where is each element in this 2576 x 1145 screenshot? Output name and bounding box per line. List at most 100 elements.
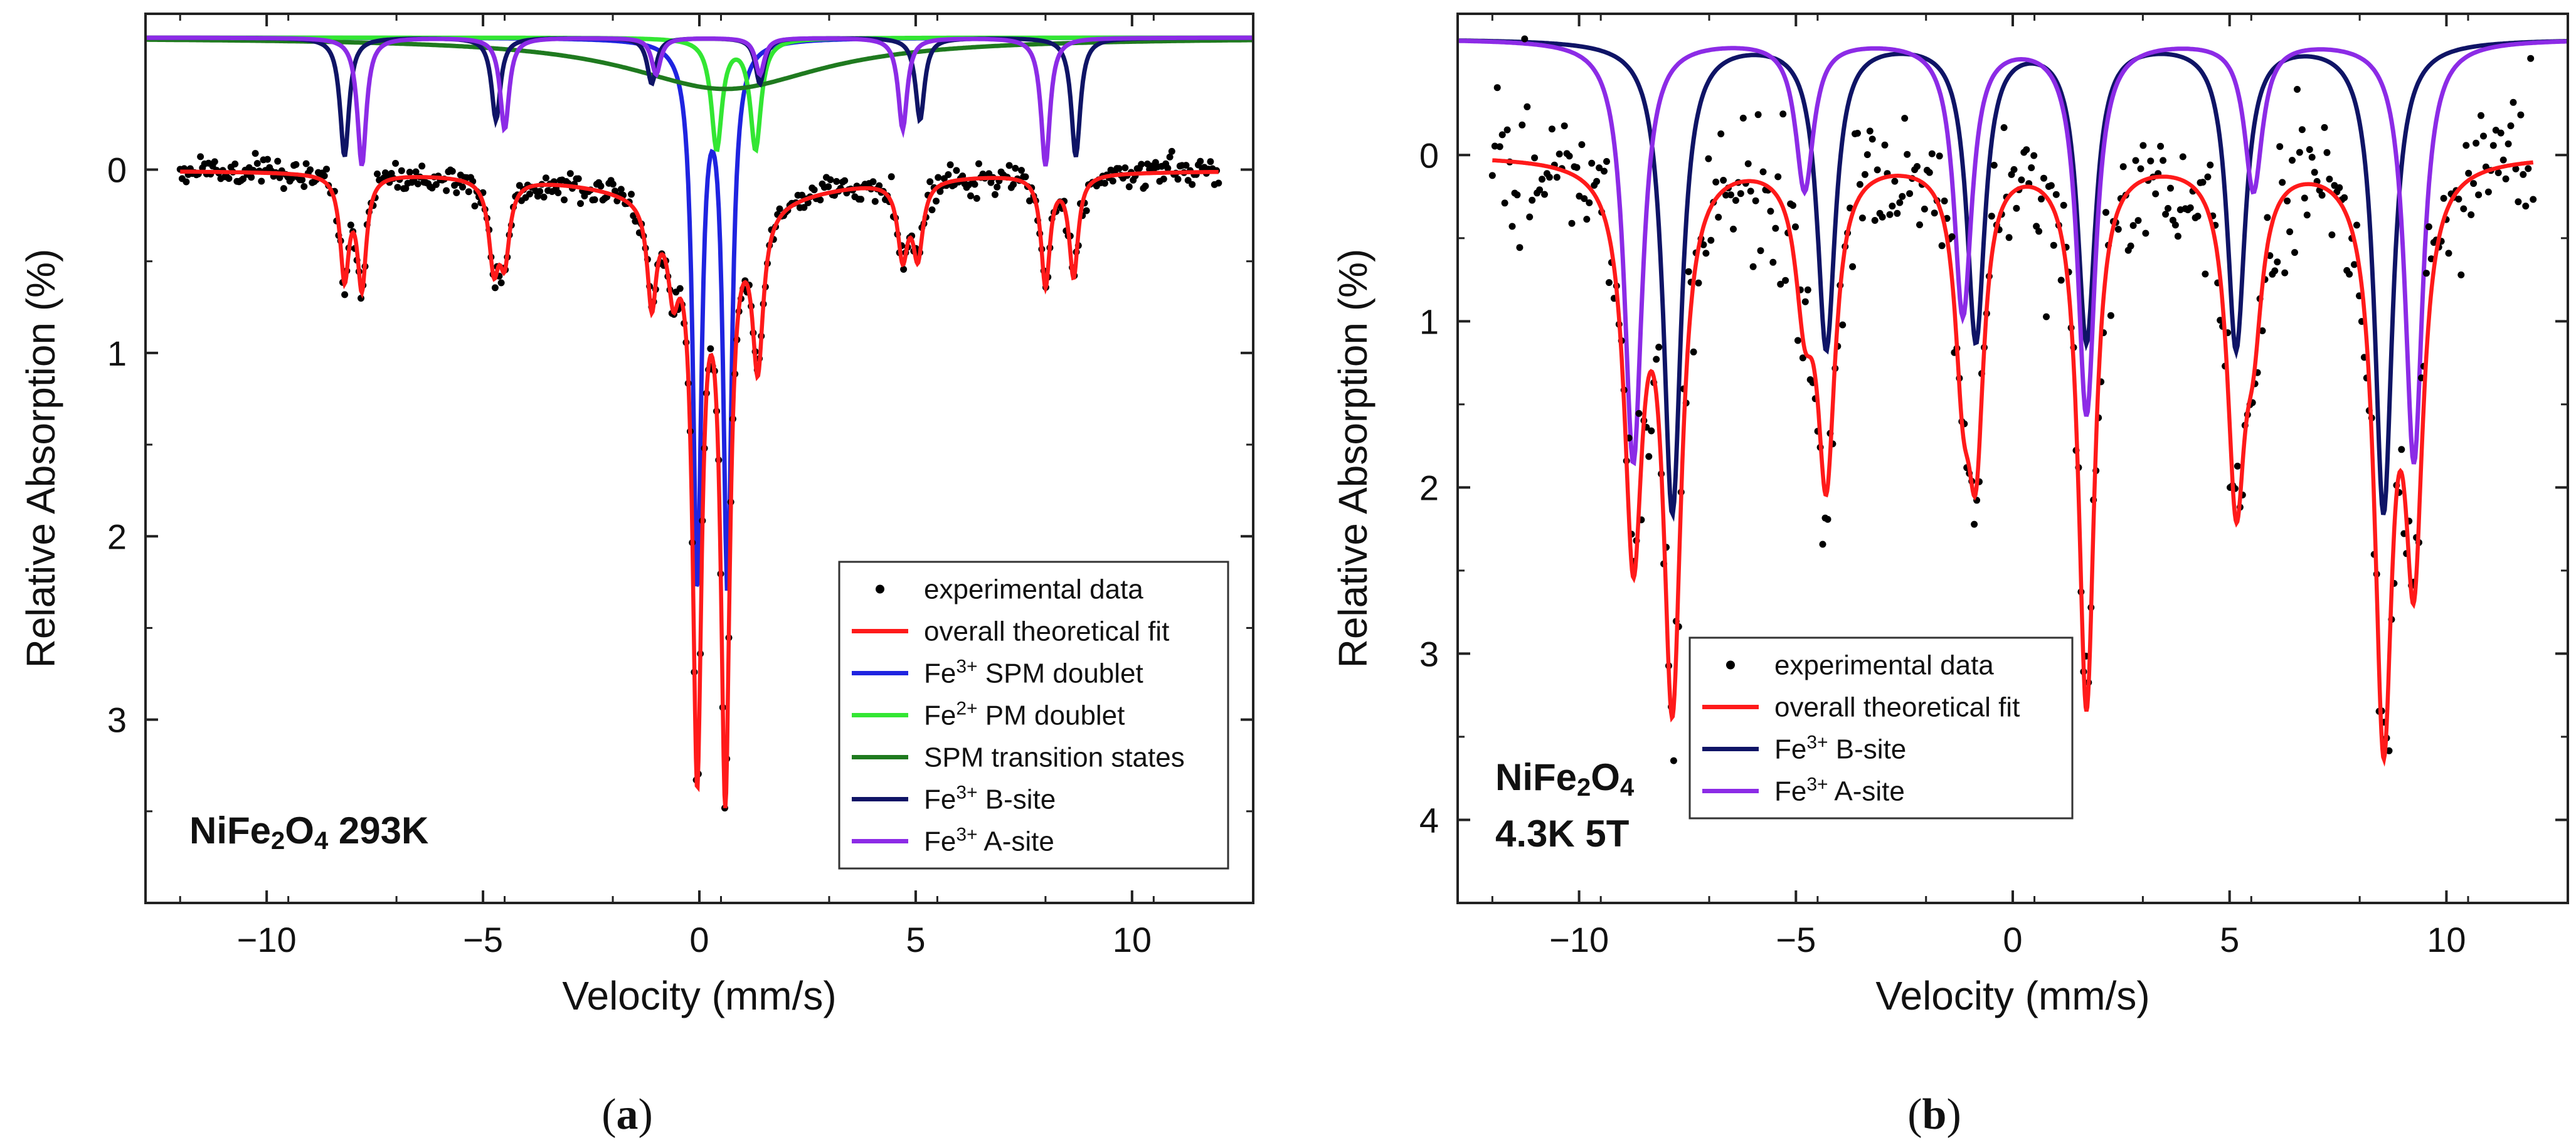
data-point: [1605, 279, 1613, 287]
data-point: [2512, 165, 2520, 172]
data-point: [225, 175, 233, 182]
data-point: [561, 196, 568, 204]
data-point: [497, 279, 505, 287]
data-point: [536, 187, 544, 195]
data-point: [2052, 191, 2060, 198]
legend-marker: [1726, 660, 1735, 670]
legend-marker: [876, 584, 884, 594]
data-point: [2422, 270, 2430, 277]
data-point: [1906, 190, 1914, 198]
data-point: [1182, 162, 1190, 169]
data-point: [2308, 154, 2316, 161]
data-point: [358, 295, 364, 302]
data-point: [2473, 139, 2480, 147]
data-point: [2522, 203, 2530, 210]
data-point: [2470, 180, 2478, 187]
x-tick-label: 0: [689, 920, 709, 959]
data-point: [264, 156, 271, 163]
data-point: [288, 174, 295, 182]
data-point: [1824, 515, 1831, 523]
legend-label: experimental data: [1774, 650, 1994, 681]
data-point: [2047, 182, 2055, 189]
data-point: [183, 178, 190, 186]
data-point: [2346, 270, 2353, 278]
data-point: [935, 174, 942, 181]
legend-label: SPM transition states: [924, 742, 1185, 773]
data-point: [2204, 173, 2212, 181]
data-point: [1539, 176, 1545, 183]
data-point: [1588, 159, 1596, 167]
data-point: [1101, 179, 1108, 187]
data-point: [491, 284, 499, 292]
data-point: [2286, 228, 2294, 236]
legend: experimental data overall theoretical fit…: [1688, 636, 2074, 820]
data-point: [1777, 280, 1784, 288]
data-point: [2202, 270, 2209, 278]
data-point: [1690, 348, 1697, 356]
data-point: [707, 345, 714, 352]
data-point: [1593, 177, 1601, 185]
data-point: [575, 175, 582, 182]
legend-label: Fe3+ SPM doublet: [924, 656, 1143, 689]
data-point: [2174, 233, 2181, 240]
data-point: [2147, 157, 2155, 165]
data-point: [1695, 279, 1702, 287]
data-point: [2480, 132, 2487, 140]
data-point: [2050, 241, 2057, 249]
data-point: [871, 198, 879, 205]
plot-area: [1458, 35, 2568, 767]
data-point: [2321, 124, 2328, 131]
data-point: [2165, 204, 2171, 212]
data-point: [2038, 195, 2045, 203]
data-point: [2035, 228, 2043, 235]
y-tick-label: 2: [1419, 468, 1439, 507]
data-point: [1526, 213, 1534, 221]
data-point: [1774, 173, 1782, 181]
data-point: [1720, 177, 1727, 184]
data-point: [1948, 233, 1956, 240]
data-point: [2000, 124, 2008, 131]
data-point: [1779, 110, 1787, 118]
data-point: [398, 167, 405, 174]
data-point: [1712, 178, 1720, 186]
data-point: [1545, 174, 1553, 181]
data-point: [1573, 164, 1581, 171]
data-point: [617, 186, 625, 193]
data-point: [2139, 142, 2147, 149]
x-tick-label: 10: [1113, 920, 1152, 959]
data-point: [577, 200, 584, 208]
sample-annotation: NiFe2O4: [1495, 756, 1635, 801]
legend-label: experimental data: [924, 574, 1143, 605]
data-point: [240, 175, 247, 182]
x-tick-label: 5: [2220, 920, 2239, 959]
data-point: [1804, 286, 1811, 293]
data-point: [2107, 312, 2114, 319]
y-axis-title: Relative Absorption (%): [1330, 249, 1375, 668]
data-point: [1891, 177, 1899, 185]
data-point: [1759, 168, 1767, 176]
data-point: [1702, 250, 1710, 257]
data-point: [2040, 174, 2047, 182]
data-point: [1516, 244, 1524, 251]
data-point: [258, 177, 265, 185]
data-point: [211, 158, 218, 166]
data-point: [810, 186, 818, 194]
data-point: [2301, 194, 2308, 202]
y-tick-label: 2: [107, 517, 127, 556]
data-point: [1521, 35, 1529, 43]
data-point: [248, 174, 255, 181]
series-line-fe3-a-site: [1458, 38, 2568, 467]
data-point: [2167, 184, 2174, 192]
data-point: [1018, 167, 1025, 174]
data-point: [2137, 165, 2144, 172]
data-point: [1879, 213, 1886, 221]
data-point: [1197, 157, 1204, 165]
data-point: [776, 205, 783, 213]
data-point: [1670, 757, 1677, 764]
data-point: [274, 157, 282, 165]
series-line-fe3-a-site: [146, 35, 1253, 167]
data-point: [1501, 199, 1508, 207]
data-point: [2475, 191, 2483, 199]
data-point: [465, 188, 472, 196]
x-tick-label: 10: [2427, 920, 2466, 959]
